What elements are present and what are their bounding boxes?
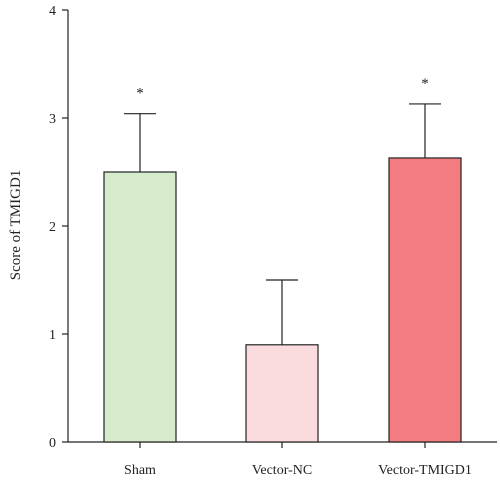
bar-vector-nc [245, 344, 319, 443]
x-tick-label: Vector-TMIGD1 [378, 463, 472, 478]
bar-vector-tmigd1 [388, 157, 462, 443]
significance-marker: * [421, 76, 429, 92]
y-tick-label: 4 [49, 4, 56, 19]
bar-sham [103, 171, 177, 443]
y-tick-label: 0 [49, 436, 56, 451]
x-tick-label: Vector-NC [252, 463, 312, 478]
significance-marker: * [136, 86, 144, 102]
y-tick-label: 1 [49, 328, 56, 343]
y-tick-label: 2 [49, 220, 56, 235]
y-tick-label: 3 [49, 112, 56, 127]
x-tick-label: Sham [124, 463, 156, 478]
y-axis-label: Score of TMIGD1 [8, 170, 24, 281]
